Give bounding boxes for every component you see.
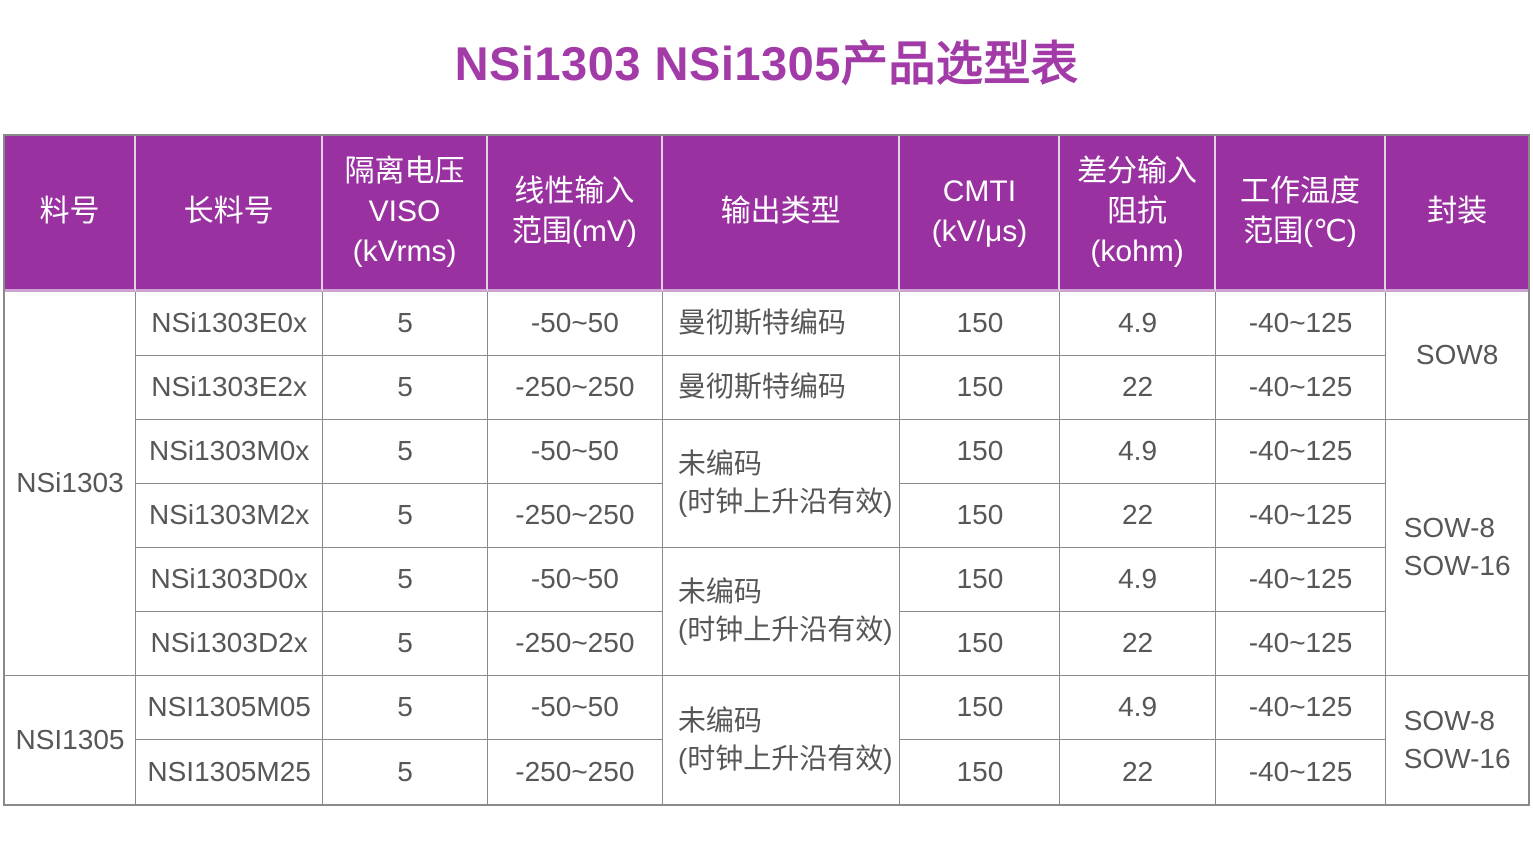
part-group-cell: NSI1305 <box>5 675 136 804</box>
cmti-cell: 150 <box>900 291 1061 356</box>
temp-range-cell: -40~125 <box>1215 419 1387 484</box>
cmti-cell: 150 <box>900 419 1061 484</box>
output-type-cell: 曼彻斯特编码 <box>662 291 901 356</box>
cmti-cell: 150 <box>900 675 1061 740</box>
long-part-cell: NSi1303M0x <box>135 419 324 484</box>
impedance-cell: 4.9 <box>1060 675 1216 740</box>
input-range-cell: -250~250 <box>487 483 663 548</box>
viso-cell: 5 <box>323 675 488 740</box>
temp-range-cell: -40~125 <box>1215 483 1387 548</box>
output-type-cell: 未编码 (时钟上升沿有效) <box>662 675 901 804</box>
table-row: NSi1303D0x 5 -50~50 未编码 (时钟上升沿有效) 150 4.… <box>5 547 1528 676</box>
header-linear-input-range: 线性输入 范围(mV) <box>487 135 663 292</box>
table-row: NSi1303M0x 5 -50~50 未编码 (时钟上升沿有效) 150 4.… <box>5 419 1528 676</box>
table-row: NSI1305M25 5 -250~250 150 22 -40~125 <box>5 739 1528 804</box>
long-part-cell: NSi1303M2x <box>135 483 324 548</box>
package-cell: SOW-8 SOW-16 <box>1386 675 1528 804</box>
cmti-cell: 150 <box>900 739 1061 804</box>
input-range-cell: -50~50 <box>487 291 663 356</box>
cmti-cell: 150 <box>900 611 1061 676</box>
cmti-cell: 150 <box>900 483 1061 548</box>
viso-cell: 5 <box>323 355 488 420</box>
temp-range-cell: -40~125 <box>1215 675 1387 740</box>
long-part-cell: NSi1303D0x <box>135 547 324 612</box>
impedance-cell: 22 <box>1060 611 1216 676</box>
header-operating-temp-range: 工作温度 范围(℃) <box>1215 135 1387 292</box>
table-row: NSi1303E2x 5 -250~250 曼彻斯特编码 150 22 -40~… <box>5 355 1528 420</box>
input-range-cell: -250~250 <box>487 355 663 420</box>
output-type-cell: 未编码 (时钟上升沿有效) <box>662 419 901 548</box>
viso-cell: 5 <box>323 291 488 356</box>
table-row: NSI1305 NSI1305M05 5 -50~50 未编码 (时钟上升沿有效… <box>5 675 1528 804</box>
temp-range-cell: -40~125 <box>1215 611 1387 676</box>
output-type-cell: 曼彻斯特编码 <box>662 355 901 420</box>
product-selection-table-wrap: 料号 长料号 隔离电压 VISO (kVrms) 线性输入 范围(mV) 输出类… <box>3 133 1530 806</box>
impedance-cell: 22 <box>1060 355 1216 420</box>
part-group-cell: NSi1303 <box>5 291 136 676</box>
input-range-cell: -50~50 <box>487 675 663 740</box>
output-type-cell: 未编码 (时钟上升沿有效) <box>662 547 901 676</box>
header-isolation-voltage: 隔离电压 VISO (kVrms) <box>323 135 488 292</box>
header-diff-input-impedance: 差分输入 阻抗 (kohm) <box>1060 135 1216 292</box>
impedance-cell: 22 <box>1060 483 1216 548</box>
header-row: 料号 长料号 隔离电压 VISO (kVrms) 线性输入 范围(mV) 输出类… <box>5 135 1528 292</box>
cmti-cell: 150 <box>900 355 1061 420</box>
viso-cell: 5 <box>323 611 488 676</box>
long-part-cell: NSi1303E2x <box>135 355 324 420</box>
table-row: NSi1303 NSi1303E0x 5 -50~50 曼彻斯特编码 150 4… <box>5 291 1528 676</box>
impedance-cell: 22 <box>1060 739 1216 804</box>
table-header: 料号 长料号 隔离电压 VISO (kVrms) 线性输入 范围(mV) 输出类… <box>5 135 1528 292</box>
input-range-cell: -50~50 <box>487 547 663 612</box>
temp-range-cell: -40~125 <box>1215 291 1387 356</box>
package-label: SOW-8 SOW-16 <box>1403 704 1511 774</box>
temp-range-cell: -40~125 <box>1215 547 1387 612</box>
table-row: NSi1303D2x 5 -250~250 150 22 -40~125 <box>5 611 1528 676</box>
cmti-cell: 150 <box>900 547 1061 612</box>
package-cell: SOW-8 SOW-16 <box>1386 419 1528 676</box>
temp-range-cell: -40~125 <box>1215 739 1387 804</box>
long-part-cell: NSi1303E0x <box>135 291 324 356</box>
impedance-cell: 4.9 <box>1060 547 1216 612</box>
long-part-cell: NSI1305M05 <box>135 675 324 740</box>
temp-range-cell: -40~125 <box>1215 355 1387 420</box>
input-range-cell: -250~250 <box>487 611 663 676</box>
long-part-cell: NSi1303D2x <box>135 611 324 676</box>
header-package: 封装 <box>1386 135 1528 292</box>
input-range-cell: -250~250 <box>487 739 663 804</box>
impedance-cell: 4.9 <box>1060 419 1216 484</box>
long-part-cell: NSI1305M25 <box>135 739 324 804</box>
table-body: NSi1303 NSi1303E0x 5 -50~50 曼彻斯特编码 150 4… <box>5 291 1528 804</box>
viso-cell: 5 <box>323 739 488 804</box>
product-selection-table: 料号 长料号 隔离电压 VISO (kVrms) 线性输入 范围(mV) 输出类… <box>3 133 1530 806</box>
viso-cell: 5 <box>323 483 488 548</box>
header-output-type: 输出类型 <box>662 135 901 292</box>
impedance-cell: 4.9 <box>1060 291 1216 356</box>
viso-cell: 5 <box>323 547 488 612</box>
header-cmti: CMTI (kV/μs) <box>900 135 1061 292</box>
package-label: SOW-8 SOW-16 <box>1403 512 1511 582</box>
package-cell: SOW8 <box>1386 291 1528 420</box>
viso-cell: 5 <box>323 419 488 484</box>
header-long-part-number: 长料号 <box>135 135 324 292</box>
header-part-number: 料号 <box>5 135 136 292</box>
page-title: NSi1303 NSi1305产品选型表 <box>454 37 1079 90</box>
table-row: NSi1303M2x 5 -250~250 150 22 -40~125 <box>5 483 1528 548</box>
package-label: SOW8 <box>1415 339 1499 371</box>
input-range-cell: -50~50 <box>487 419 663 484</box>
